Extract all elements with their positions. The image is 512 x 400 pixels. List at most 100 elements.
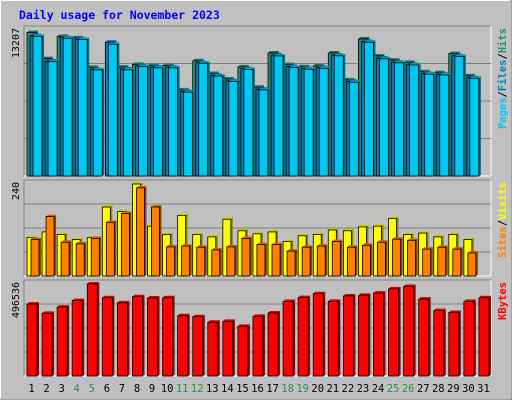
panel-kbytes: 496536 KBytes xyxy=(11,279,509,377)
legend-entry-files: Files xyxy=(497,60,509,92)
bar-face xyxy=(418,298,430,377)
bar-pages-day-12 xyxy=(198,61,210,177)
bar-top xyxy=(422,247,433,250)
bar-face xyxy=(301,246,311,277)
bar-face xyxy=(116,302,128,377)
bar-top xyxy=(147,295,160,298)
x-tick-label: 30 xyxy=(462,383,475,395)
bar-top xyxy=(181,244,192,247)
bar-top xyxy=(283,299,296,302)
bar-face xyxy=(32,35,43,177)
bar-top xyxy=(319,66,331,69)
bar-kbytes-day-25 xyxy=(388,286,401,377)
bar-kbytes-day-13 xyxy=(207,320,220,377)
bar-side xyxy=(52,311,55,376)
x-tick-label: 2 xyxy=(43,383,49,395)
bar-top xyxy=(424,72,436,75)
bar-side xyxy=(39,237,41,276)
bar-kbytes-day-22 xyxy=(342,293,356,377)
bar-top xyxy=(46,214,57,217)
bar-pages-day-8 xyxy=(138,64,150,177)
bar-face xyxy=(213,75,224,177)
bar-side xyxy=(57,59,60,176)
bar-top xyxy=(117,209,128,212)
bar-top xyxy=(27,235,37,238)
bar-side xyxy=(114,220,117,276)
bar-face xyxy=(26,303,38,377)
bar-face xyxy=(407,239,417,277)
bar-top xyxy=(403,60,415,63)
bar-sites-day-21 xyxy=(331,239,343,277)
bar-kbytes-day-14 xyxy=(222,319,235,377)
bar-sites-day-7 xyxy=(120,211,132,277)
bar-top xyxy=(117,65,129,68)
x-tick-label: 1 xyxy=(28,383,34,395)
bar-top xyxy=(283,239,294,242)
bar-top xyxy=(373,53,385,56)
bar-side xyxy=(132,67,135,176)
legend-separator: / xyxy=(497,53,509,59)
bar-side xyxy=(69,240,72,276)
bar-face xyxy=(138,66,148,177)
bar-kbytes-day-27 xyxy=(418,297,431,377)
bar-side xyxy=(283,53,286,177)
x-tick-label: 26 xyxy=(402,383,415,395)
bar-side xyxy=(328,66,331,176)
bar-top xyxy=(162,232,173,235)
bar-side xyxy=(460,247,463,276)
bar-side xyxy=(428,297,431,376)
bar-face xyxy=(288,67,299,177)
bar-pages-day-11 xyxy=(183,90,195,177)
bar-top xyxy=(439,72,451,75)
bar-side xyxy=(413,284,416,376)
chart-title: Daily usage for November 2023 xyxy=(19,8,220,22)
bar-sites-day-25 xyxy=(392,237,403,277)
x-tick-label: 4 xyxy=(74,383,80,395)
bar-pages-day-24 xyxy=(379,56,391,177)
bar-kbytes-day-8 xyxy=(132,294,145,377)
x-axis: 1 2 3 4 5 6 7 8 9 10 11 12 13 14 15 16 17 18 19 20 21 22 23 24 2… xyxy=(28,383,489,395)
x-tick-label: 15 xyxy=(236,383,249,395)
bar-side xyxy=(430,247,433,276)
bar-side xyxy=(252,67,255,176)
bar-face xyxy=(122,69,133,177)
bar-top xyxy=(162,63,174,66)
bar-side xyxy=(280,242,283,276)
bar-top xyxy=(102,205,113,207)
bar-face xyxy=(362,244,371,277)
bar-sites-day-10 xyxy=(166,244,177,277)
bar-side xyxy=(82,298,85,376)
bar-side xyxy=(445,245,448,276)
bar-face xyxy=(409,64,420,177)
bar-top xyxy=(409,63,421,66)
bar-face xyxy=(77,39,88,177)
series-sites xyxy=(30,185,478,277)
bar-side xyxy=(313,67,316,176)
legend-entry-visits: Visits xyxy=(497,182,509,220)
x-tick-label: 8 xyxy=(134,383,140,395)
x-tick-label: 16 xyxy=(251,383,264,395)
bar-sites-day-3 xyxy=(60,240,72,277)
bar-face xyxy=(211,249,221,277)
x-tick-label: 17 xyxy=(266,383,279,395)
bar-side xyxy=(298,65,301,176)
bar-face xyxy=(256,244,266,277)
bar-top xyxy=(268,229,279,232)
bar-face xyxy=(394,62,404,177)
bar-top xyxy=(76,241,87,244)
bar-side xyxy=(72,36,75,177)
bar-top xyxy=(162,295,175,298)
bar-top xyxy=(268,311,281,314)
bar-side xyxy=(323,291,326,376)
bar-kbytes-day-29 xyxy=(448,310,461,377)
bar-top xyxy=(298,233,309,236)
bar-pages-day-9 xyxy=(153,65,165,177)
bar-top xyxy=(463,73,475,76)
bar-pages-day-13 xyxy=(213,74,225,177)
x-tick-label: 27 xyxy=(417,383,430,395)
bar-sites-day-24 xyxy=(377,240,388,277)
bar-side xyxy=(147,64,150,176)
x-tick-label: 18 xyxy=(281,383,294,395)
panel-legend: Sites/Visits xyxy=(497,182,509,258)
